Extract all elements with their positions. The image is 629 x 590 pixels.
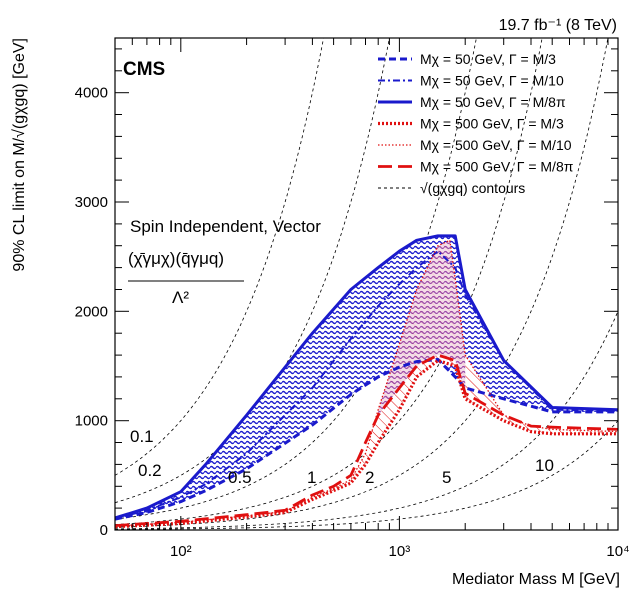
x-tick-label: 10⁴ xyxy=(606,543,629,560)
series-line-1 xyxy=(115,357,618,521)
legend-label-2: Mχ = 50 GeV, Γ = M/10 xyxy=(420,73,564,89)
plot-frame xyxy=(114,37,619,531)
overlap-band xyxy=(378,240,466,416)
legend-label-4: Mχ = 500 GeV, Γ = M/3 xyxy=(420,116,564,132)
contour-label-0-2: 0.2 xyxy=(138,461,162,480)
legend-label-5: Mχ = 500 GeV, Γ = M/10 xyxy=(420,137,572,153)
x-axis-title: Mediator Mass M [GeV] xyxy=(452,571,620,588)
contour-label-1: 1 xyxy=(307,468,316,487)
contour-label-0-1: 0.1 xyxy=(130,427,154,446)
axes: 10² 10³ 10⁴ 0 1000 2000 3000 4000 xyxy=(75,38,629,560)
y-tick-label: 0 xyxy=(100,522,108,539)
model-annotation: Spin Independent, Vector xyxy=(130,217,321,236)
contour-label-10: 10 xyxy=(535,456,554,475)
legend-label-3: Mχ = 50 GeV, Γ = M/8π xyxy=(420,94,566,110)
legend-label-1: Mχ = 50 GeV, Γ = M/3 xyxy=(420,51,556,67)
contour-label-5: 5 xyxy=(442,468,451,487)
experiment-label: CMS xyxy=(123,59,165,80)
series-line-2 xyxy=(115,250,618,520)
limit-bands xyxy=(115,235,618,527)
limit-series xyxy=(115,234,618,529)
y-axis-title: 90% CL limit on M/√(gχgq) [GeV] xyxy=(11,38,28,272)
y-tick-label: 3000 xyxy=(75,194,108,211)
operator-numerator: (χ̄γμχ)(q̄γμq) xyxy=(128,249,224,268)
y-tick-label: 4000 xyxy=(75,85,108,102)
series-line-3 xyxy=(115,234,618,520)
y-tick-label: 1000 xyxy=(75,413,108,430)
y-tick-label: 2000 xyxy=(75,303,108,320)
contour-line-5 xyxy=(115,311,618,530)
contour-line-0-1 xyxy=(115,38,325,476)
legend-label-contours: √(gχgq) contours xyxy=(420,180,525,196)
blue-band xyxy=(115,235,618,520)
luminosity-label: 19.7 fb⁻¹ (8 TeV) xyxy=(499,17,617,34)
x-tick-label: 10³ xyxy=(389,543,411,560)
legend-label-6: Mχ = 500 GeV, Γ = M/8π xyxy=(420,159,574,175)
operator-denominator: Λ² xyxy=(172,288,189,307)
series-line-4 xyxy=(115,358,618,529)
legend: Mχ = 50 GeV, Γ = M/3 Mχ = 50 GeV, Γ = M/1… xyxy=(378,51,574,196)
series-line-6 xyxy=(115,353,618,527)
contour-label-2: 2 xyxy=(365,468,374,487)
contour-labels: 0.1 0.2 0.5 1 2 5 10 xyxy=(130,427,554,487)
contour-label-0-5: 0.5 xyxy=(228,468,252,487)
x-tick-label: 10² xyxy=(170,543,192,560)
contour-line-0-2 xyxy=(115,38,390,504)
